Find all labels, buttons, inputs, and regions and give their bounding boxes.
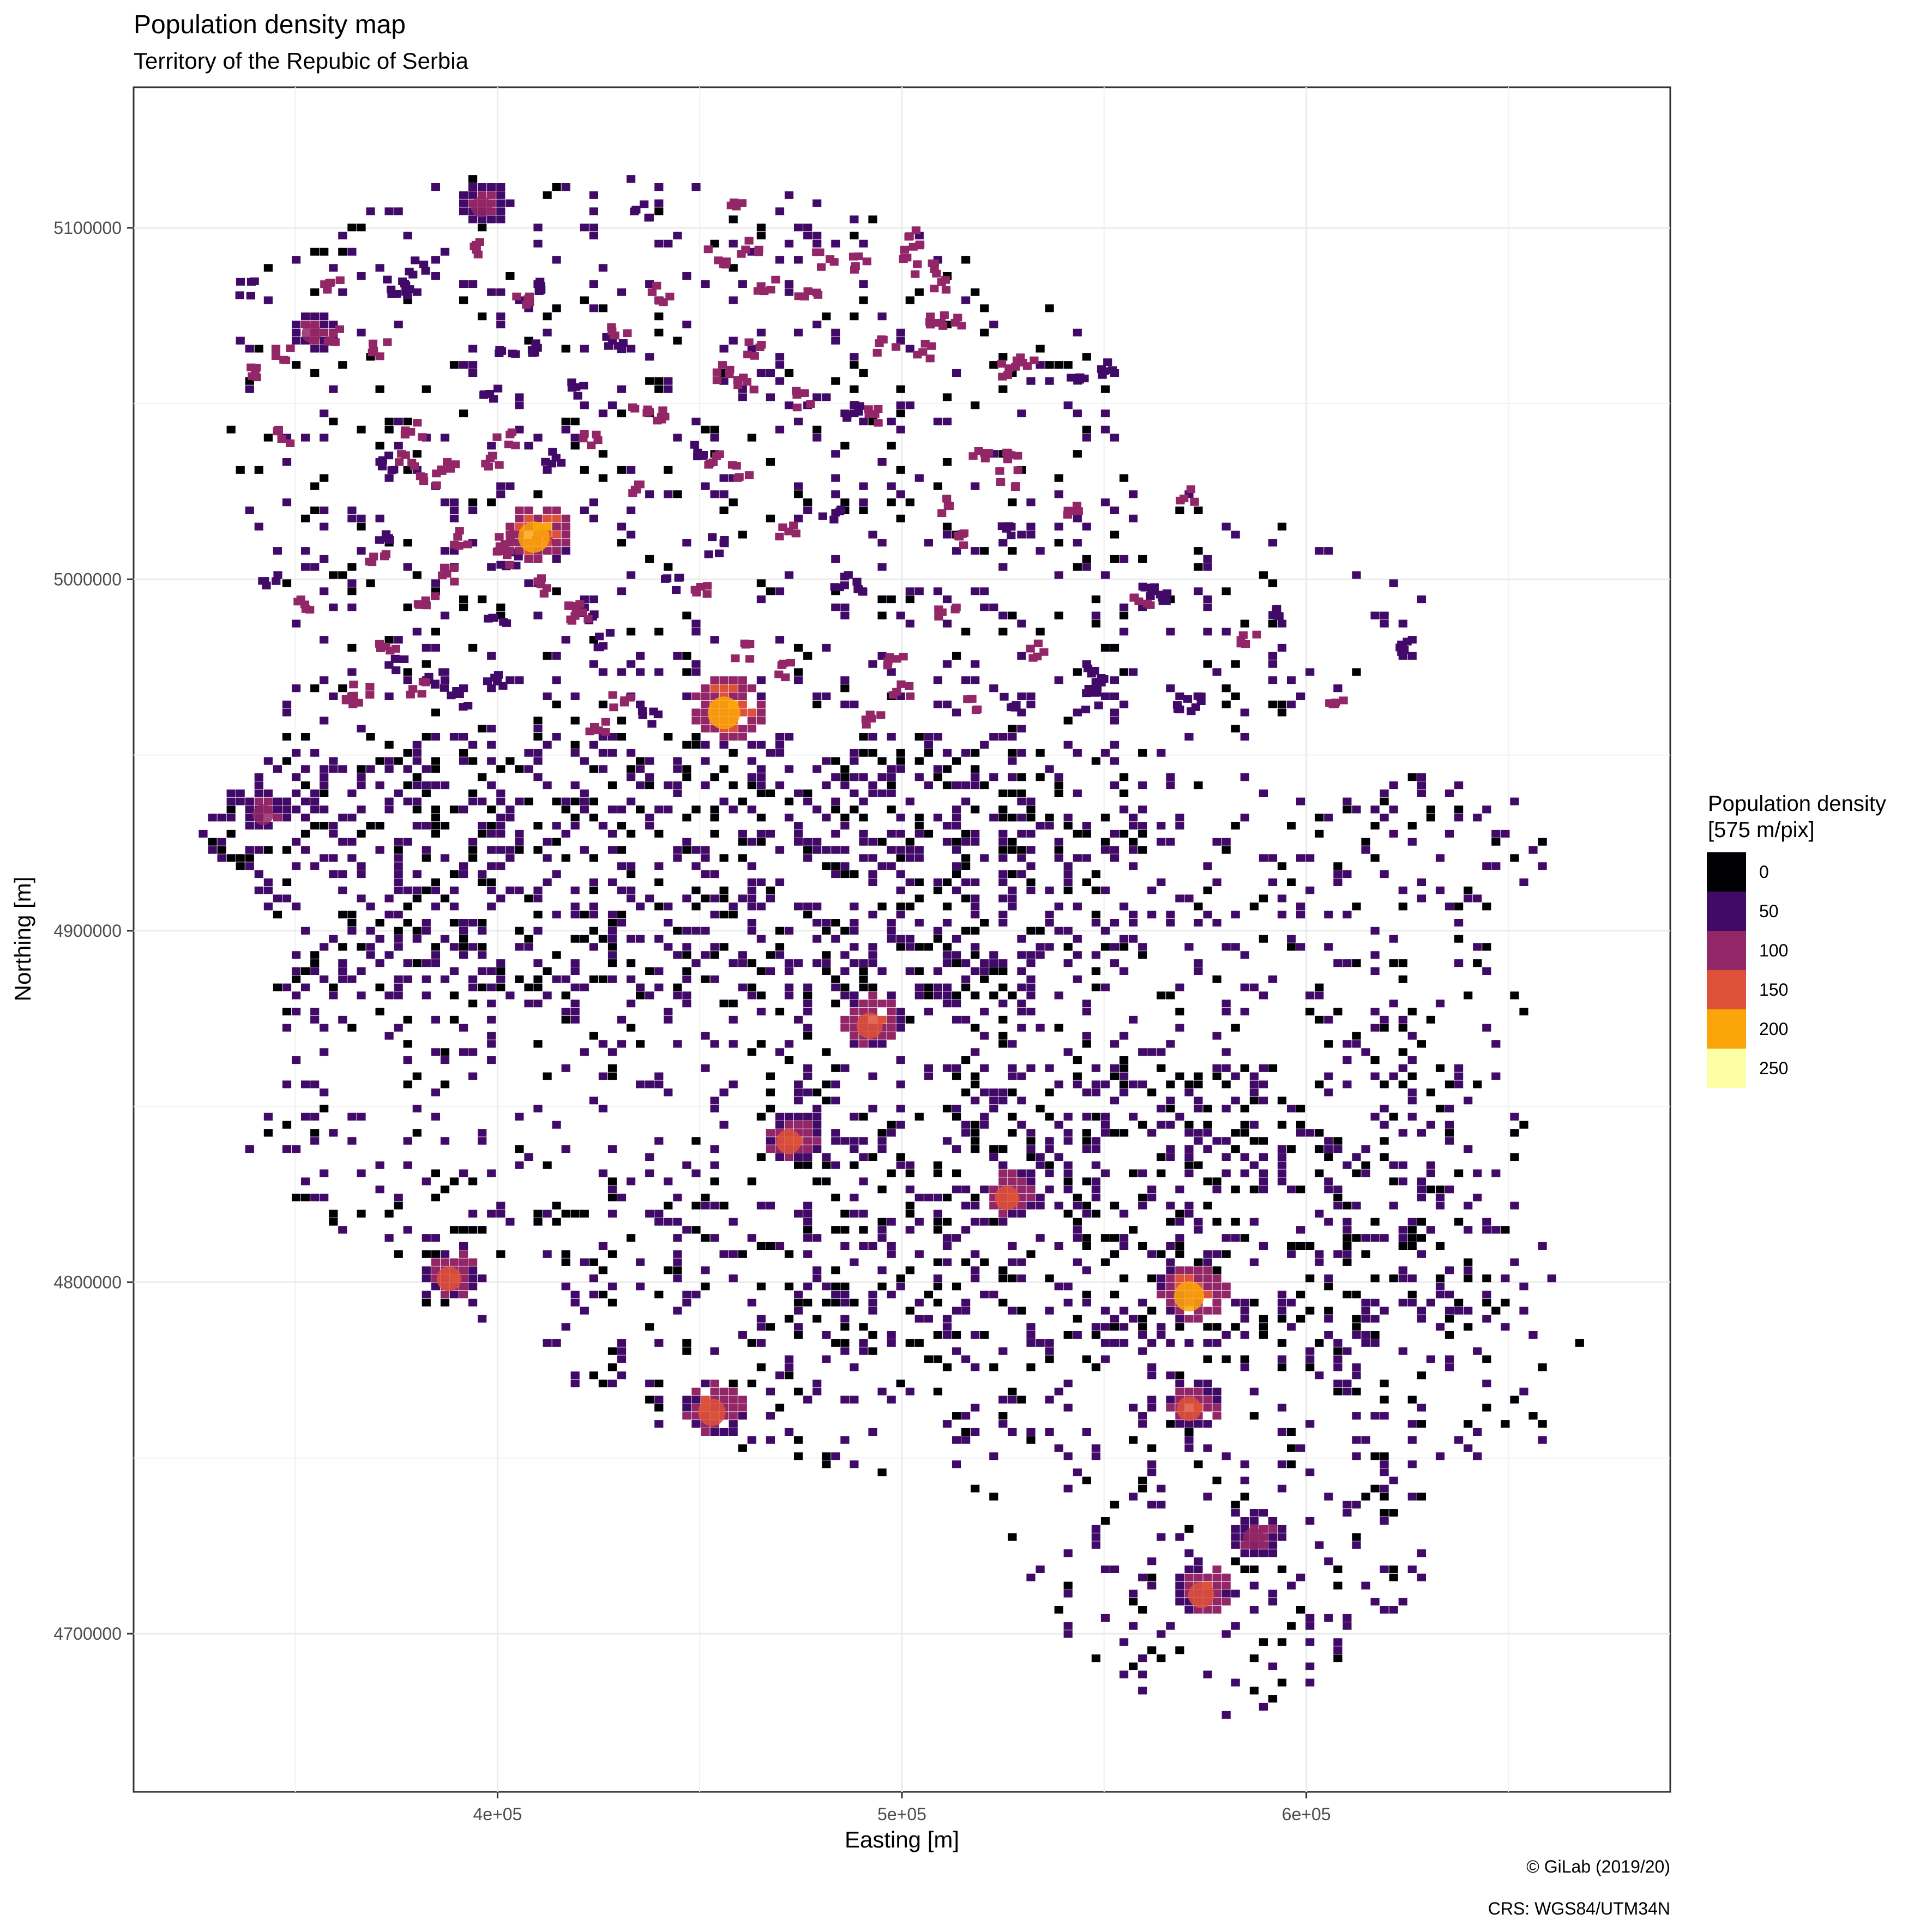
legend-label: 50 — [1759, 901, 1779, 921]
settlement-hotspot — [436, 1266, 462, 1291]
map-title: Population density map — [134, 10, 406, 39]
legend-swatch — [1707, 931, 1746, 970]
legend-swatch — [1707, 892, 1746, 931]
settlement-hotspot — [1188, 1582, 1214, 1609]
axis-ticks: 4e+05 5e+05 6e+05 4700000 4800000 4900000 5000… — [53, 218, 1331, 1824]
settlement-hotspot — [707, 696, 741, 730]
y-tick-label: 4900000 — [53, 921, 122, 941]
legend-swatch — [1707, 852, 1746, 892]
y-tick-label: 4700000 — [53, 1624, 122, 1644]
x-tick-label: 4e+05 — [473, 1804, 522, 1824]
settlement-hotspot — [698, 1398, 726, 1427]
legend-swatch — [1707, 1049, 1746, 1088]
crs-caption: CRS: WGS84/UTM34N — [1488, 1899, 1670, 1918]
settlement-hotspot — [776, 1129, 802, 1154]
legend-title-line1: Population density — [1708, 792, 1886, 816]
legend-swatch — [1707, 1009, 1746, 1049]
legend-title-line2: [575 m/pix] — [1708, 818, 1815, 842]
legend-label: 100 — [1759, 941, 1789, 960]
settlement-hotspot — [856, 1012, 883, 1039]
y-tick-label: 4800000 — [53, 1272, 122, 1292]
legend-label: 200 — [1759, 1019, 1789, 1039]
legend-label: 250 — [1759, 1058, 1789, 1078]
y-axis-title: Northing [m] — [10, 877, 35, 1002]
legend-label: 150 — [1759, 980, 1789, 1000]
y-tick-label: 5000000 — [53, 569, 122, 589]
copyright-caption: © GiLab (2019/20) — [1526, 1857, 1670, 1876]
settlement-hotspot — [518, 521, 550, 553]
settlement-hotspot — [252, 804, 274, 826]
legend-label: 0 — [1759, 862, 1769, 882]
y-tick-label: 5100000 — [53, 218, 122, 238]
x-tick-label: 5e+05 — [877, 1804, 926, 1824]
x-axis-title: Easting [m] — [845, 1827, 959, 1852]
settlement-hotspot — [471, 196, 492, 218]
settlement-hotspot — [995, 1185, 1020, 1211]
legend-title: Population density [575 m/pix] — [1708, 791, 1886, 843]
map-subtitle: Territory of the Repubic of Serbia — [134, 48, 468, 74]
population-raster — [198, 175, 1584, 1719]
settlement-hotspot — [1176, 1396, 1202, 1422]
x-tick-label: 6e+05 — [1282, 1804, 1331, 1824]
legend-swatch — [1707, 970, 1746, 1009]
settlement-hotspot — [1242, 1527, 1265, 1550]
settlement-hotspot — [302, 323, 322, 344]
settlement-hotspot — [1173, 1281, 1205, 1311]
